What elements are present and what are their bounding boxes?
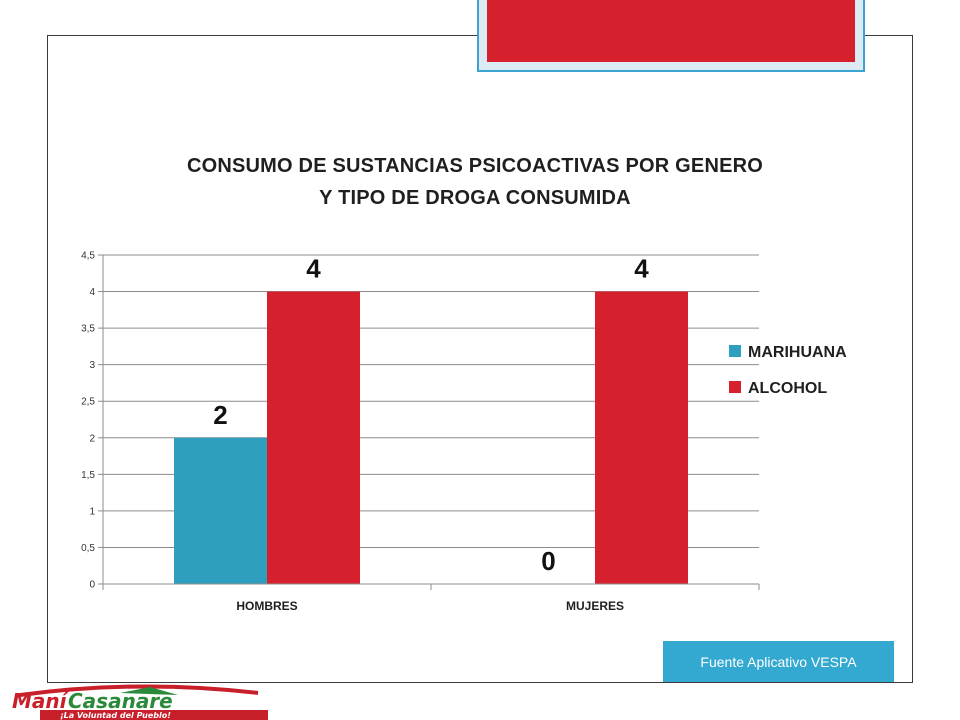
svg-text:¡La Voluntad del Pueblo!: ¡La Voluntad del Pueblo! <box>60 711 171 720</box>
legend-label-alcohol: ALCOHOL <box>748 380 827 397</box>
data-label: 4 <box>306 254 321 284</box>
chart-title-line1: CONSUMO DE SUSTANCIAS PSICOACTIVAS POR G… <box>186 155 764 177</box>
legend-swatch-marihuana <box>729 345 741 357</box>
data-label: 4 <box>634 254 649 284</box>
data-label: 2 <box>213 400 227 430</box>
legend-label-marihuana: MARIHUANA <box>748 344 847 361</box>
svg-text:Maní: Maní <box>12 689 70 713</box>
y-tick-label: 4 <box>89 287 95 298</box>
y-tick-label: 2 <box>89 433 95 444</box>
y-tick-label: 3 <box>89 360 95 371</box>
bar-alcohol-mujeres <box>595 291 688 584</box>
y-tick-label: 0,5 <box>81 543 95 554</box>
source-button[interactable]: Fuente Aplicativo VESPA <box>663 641 894 682</box>
svg-text:Casanare: Casanare <box>68 689 173 713</box>
y-tick-label: 4,5 <box>81 251 95 262</box>
header-tab <box>477 0 865 72</box>
header-tab-fill <box>487 0 855 62</box>
bar-alcohol-hombres <box>267 291 360 584</box>
y-tick-label: 1 <box>89 506 95 517</box>
chart-title-line2: Y TIPO DE DROGA CONSUMIDA <box>319 187 631 209</box>
y-tick-label: 3,5 <box>81 324 95 335</box>
data-label: 0 <box>541 546 555 576</box>
x-category-label: HOMBRES <box>236 599 297 613</box>
y-tick-label: 1,5 <box>81 470 95 481</box>
bar-marihuana-hombres <box>174 437 267 584</box>
y-tick-label: 0 <box>89 580 95 591</box>
x-category-label: MUJERES <box>566 599 624 613</box>
manicasanare-logo: Maní Casanare ¡La Voluntad del Pueblo! <box>12 684 268 720</box>
legend-swatch-alcohol <box>729 381 741 393</box>
chart-title: CONSUMO DE SUSTANCIAS PSICOACTIVAS POR G… <box>100 150 850 214</box>
y-tick-label: 2,5 <box>81 397 95 408</box>
